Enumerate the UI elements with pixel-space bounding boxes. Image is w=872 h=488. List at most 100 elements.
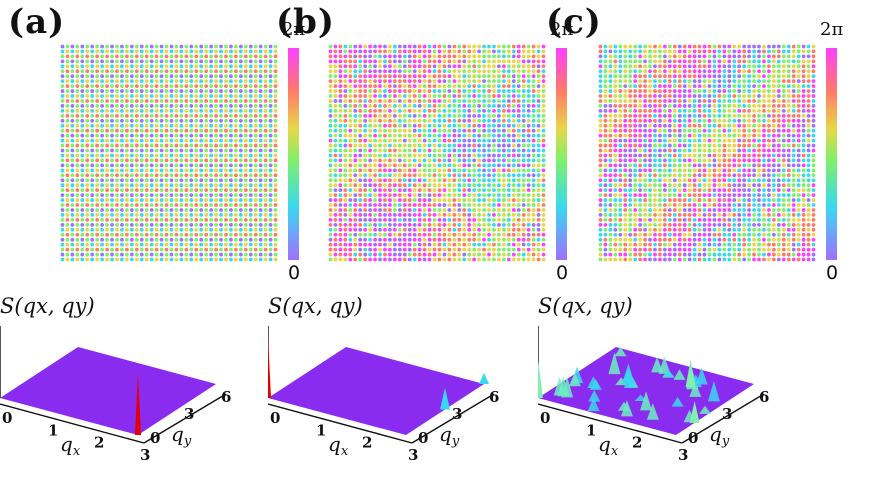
spin-dot [129,217,134,222]
spin-dot [501,173,506,178]
spin-dot [618,247,623,252]
spin-dot [707,227,712,232]
spin-dot [60,237,65,242]
spin-dot [179,232,184,237]
spin-dot [516,173,521,178]
spin-dot [407,193,412,198]
spin-dot [100,158,105,163]
spin-dot [432,123,437,128]
spin-dot [65,44,70,49]
spin-dot [402,158,407,163]
spin-dot [397,257,402,262]
spin-dot [422,232,427,237]
spin-dot [204,143,209,148]
spin-dot [174,242,179,247]
spin-dot [501,104,506,108]
spin-dot [134,153,139,158]
spin-dot [707,89,712,93]
spin-dot [628,213,633,217]
spin-dot [613,217,618,222]
spin-dot [707,213,712,217]
spin-dot [129,118,134,123]
spin-dot [144,227,149,232]
spin-dot [169,193,174,198]
spin-dot [333,79,338,84]
spin-dot [134,99,139,103]
spin-dot [658,242,662,247]
spin-dot [422,59,427,64]
spin-dot [492,242,496,247]
spin-dot [667,49,672,54]
spin-dot [662,123,667,128]
spin-dot [70,217,75,222]
spin-dot [174,183,179,188]
spin-dot [214,118,218,123]
spin-dot [447,69,452,74]
spin-dot [85,173,90,178]
spin-dot [402,49,407,54]
spin-dot [447,133,452,138]
spin-dot [233,138,238,143]
spin-dot [623,54,628,59]
spin-dot [353,104,358,108]
spin-dot [120,178,124,183]
spin-dot [717,44,722,49]
spin-dot [442,148,447,153]
spin-dot [204,227,209,232]
spin-dot [452,242,457,247]
spin-dot [65,69,70,74]
spin-dot [154,222,159,227]
spin-dot [402,163,407,168]
spin-dot [437,108,442,113]
spin-dot [667,64,672,69]
spin-dot [129,178,134,183]
spin-dot [467,252,472,257]
spin-dot [378,193,382,198]
spin-dot [273,163,278,168]
spin-dot [437,89,442,93]
spin-dot [149,208,154,212]
spin-dot [60,252,65,257]
spin-dot [623,148,628,153]
spin-dot [100,128,105,133]
spin-dot [233,94,238,98]
spin-dot [333,173,338,178]
spin-dot [511,99,516,103]
spin-dot [397,79,402,84]
spin-dot [477,54,482,59]
spin-dot [169,242,174,247]
spin-dot [204,217,209,222]
spin-dot [707,208,712,212]
spin-dot [105,104,109,108]
spin-dot [672,148,677,153]
spin-dot [422,118,427,123]
spin-dot [174,54,179,59]
spin-dot [95,222,100,227]
spin-dot [702,237,707,242]
spin-dot [608,143,613,148]
spin-dot [328,64,333,69]
spin-dot [124,64,129,69]
spin-dot [707,74,712,79]
spin-dot [184,79,189,84]
spin-dot [608,108,613,113]
spin-dot [702,84,707,89]
spin-dot [129,54,134,59]
spin-dot [402,247,407,252]
spin-dot [392,84,397,89]
spin-dot [437,257,442,262]
spin-dot [427,108,432,113]
qy-tick-label: 6 [489,388,499,406]
spin-dot [422,252,427,257]
spin-dot [422,158,427,163]
spin-dot [506,143,511,148]
spin-dot [417,118,422,123]
spin-dot [477,133,482,138]
spin-dot [457,108,462,113]
spin-dot [417,108,422,113]
spin-dot [328,44,333,49]
spin-dot [115,247,119,252]
spin-dot [687,183,692,188]
spin-dot [536,118,541,123]
spin-dot [70,74,75,79]
